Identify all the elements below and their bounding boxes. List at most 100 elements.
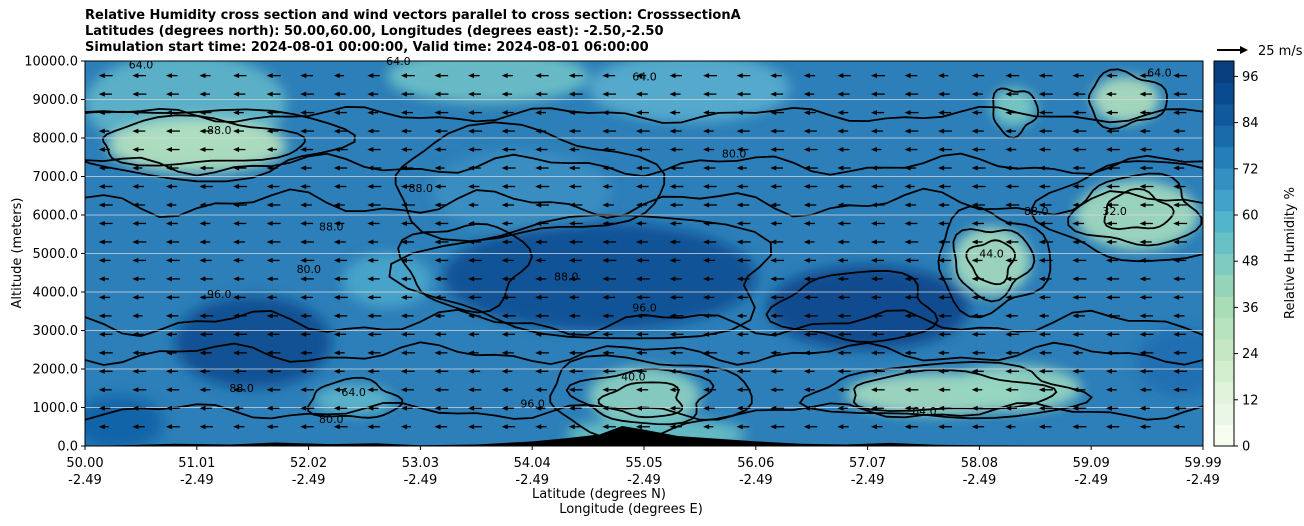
wind-arrow [568,202,583,208]
wind-arrow-head [870,405,877,411]
wind-arrow [1038,184,1051,190]
wind-arrow-head [938,350,945,356]
wind-arrow [468,313,481,319]
wind-arrow [98,239,112,245]
wind-arrow [1105,91,1117,97]
wind-arrow-head [703,424,710,430]
wind-arrow [1072,276,1087,282]
wind-arrow [400,368,415,374]
wind-arrow-head [904,202,911,208]
wind-arrow-head [199,276,206,282]
wind-arrow-head [132,331,139,337]
wind-arrow [568,350,583,356]
wind-arrow [1139,331,1154,337]
wind-arrow-head [501,424,508,430]
wind-arrow-head [602,184,609,190]
wind-arrow [1072,387,1086,393]
wind-arrow-head [434,110,441,116]
wind-arrow-head [233,294,240,300]
wind-arrow-head [535,128,542,134]
wind-arrow-head [635,350,642,356]
wind-arrow-head [434,331,441,337]
wind-arrow-head [938,91,945,97]
wind-arrow-head [971,147,978,153]
wind-arrow-head [98,220,105,226]
wind-arrow-head [1038,239,1045,245]
wind-arrow [770,350,781,356]
wind-arrow [333,202,345,208]
wind-arrow-head [165,313,172,319]
wind-arrow-head [1105,387,1112,393]
wind-arrow-head [803,128,810,134]
wind-arrow [367,257,379,263]
wind-arrow-head [266,313,273,319]
wind-arrow [602,220,616,226]
wind-arrow-head [602,424,609,430]
wind-arrow-head [971,424,978,430]
wind-arrow-head [400,202,407,208]
wind-arrow [1105,202,1119,208]
humidity-patch [1136,326,1203,396]
y-tick-label: 9000.0 [33,93,79,108]
wind-arrow-head [165,294,172,300]
wind-arrow-head [669,350,676,356]
wind-arrow-head [870,313,877,319]
y-tick-label: 8000.0 [33,132,79,147]
wind-arrow [165,128,180,134]
wind-arrow [468,184,480,190]
wind-arrow-head [333,184,340,190]
wind-arrow [434,387,449,393]
wind-arrow [501,276,515,282]
wind-arrow [770,184,782,190]
wind-arrow [1139,368,1153,374]
wind-arrow [602,91,617,97]
wind-arrow [669,368,682,374]
wind-arrow [870,202,885,208]
contour-line [1067,172,1203,247]
wind-arrow [165,110,180,116]
wind-arrow [770,91,784,97]
wind-arrow-head [904,313,911,319]
wind-arrow [333,387,347,393]
wind-arrow [367,387,378,393]
wind-arrow [971,294,986,300]
wind-arrow-head [1173,220,1180,226]
wind-arrow-head [669,165,676,171]
wind-arrow [1005,368,1020,374]
wind-arrow [1173,147,1184,153]
contour-line [965,239,1016,286]
wind-arrow [367,313,382,319]
wind-arrow [98,294,111,300]
wind-arrow-head [1072,313,1079,319]
wind-arrow-head [1005,165,1012,171]
wind-arrow-head [1072,128,1079,134]
wind-arrow-head [602,147,609,153]
wind-arrow [870,257,884,263]
wind-arrow [736,110,751,116]
wind-arrow-head [367,294,374,300]
x-axis-label-lon: Longitude (degrees E) [559,502,703,517]
wind-arrow-head [669,424,676,430]
wind-arrow-head [1038,313,1045,319]
wind-arrow [98,387,112,393]
wind-arrow [367,368,380,374]
y-tick-label: 4000.0 [33,286,79,301]
wind-arrow [434,405,449,411]
wind-arrow-head [870,147,877,153]
wind-arrow-head [434,405,441,411]
wind-arrow [1105,165,1120,171]
wind-arrow-head [1173,184,1180,190]
wind-arrow-head [300,165,307,171]
chart-title: Relative Humidity cross section and wind… [85,8,741,56]
wind-arrow [434,147,447,153]
wind-arrow-head [568,405,575,411]
wind-arrow [1105,368,1117,374]
wind-arrow [333,424,348,430]
wind-arrow-head [703,294,710,300]
wind-arrow-head [1105,424,1112,430]
wind-arrow-head [400,368,407,374]
wind-arrow-head [1139,350,1146,356]
wind-arrow-head [1005,220,1012,226]
wind-arrow-head [468,331,475,337]
wind-arrow-head [98,73,105,79]
